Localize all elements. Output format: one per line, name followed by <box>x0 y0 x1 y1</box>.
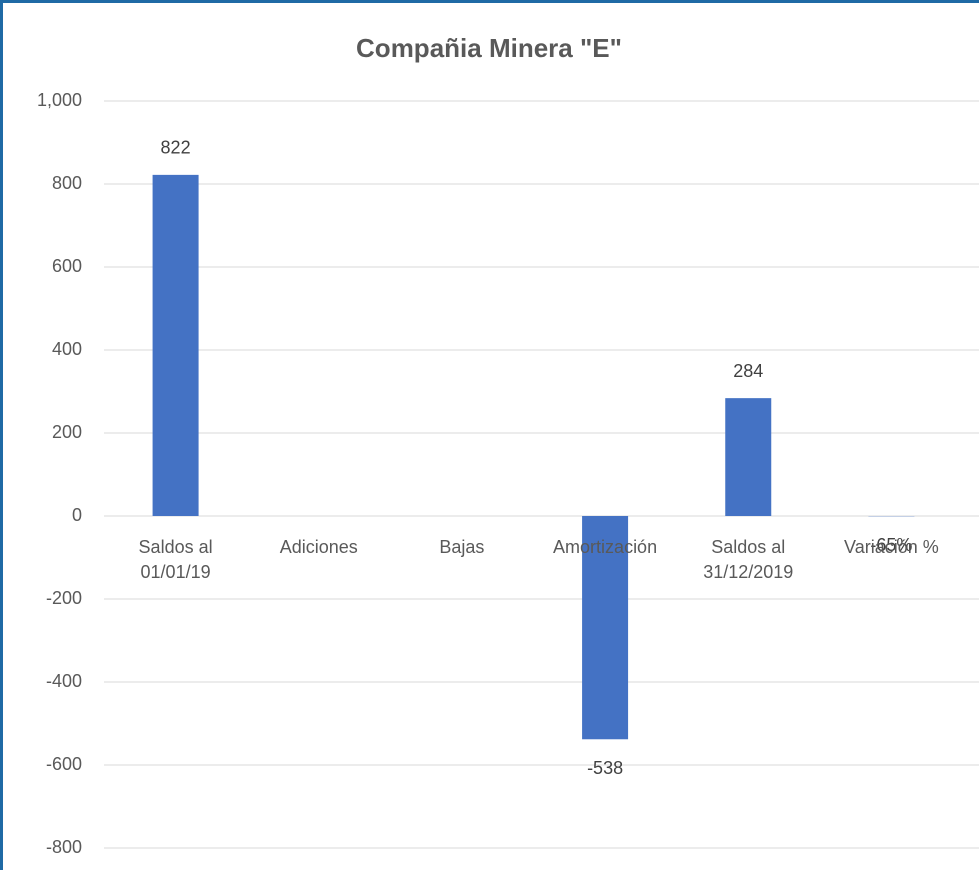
y-tick-label: -600 <box>46 754 82 774</box>
bar <box>152 174 199 516</box>
y-tick-label: -200 <box>46 588 82 608</box>
x-tick-label: Adiciones <box>279 537 358 557</box>
y-tick-label: -400 <box>46 671 82 691</box>
y-tick-label: 0 <box>72 505 82 525</box>
bar <box>582 516 629 740</box>
y-tick-label: 400 <box>52 339 82 359</box>
x-tick-label: Bajas <box>439 537 485 557</box>
chart-title: Compañia Minera "E" <box>356 33 622 63</box>
data-label: 822 <box>161 138 191 158</box>
x-tick-label: Saldos al 01/01/19 <box>138 537 213 582</box>
data-label: -65% <box>870 535 912 555</box>
bar <box>725 398 772 516</box>
data-label: -538 <box>587 758 623 778</box>
y-tick-label: 600 <box>52 256 82 276</box>
y-tick-label: 1,000 <box>37 90 82 110</box>
y-tick-label: 200 <box>52 422 82 442</box>
x-tick-label: Amortización <box>553 537 658 557</box>
x-tick-label: Variación % <box>844 537 939 557</box>
x-tick-label: Saldos al 31/12/2019 <box>703 537 794 582</box>
y-tick-label: 800 <box>52 173 82 193</box>
data-label: 284 <box>733 361 763 381</box>
y-tick-label: -800 <box>46 837 82 857</box>
chart: Compañia Minera "E" -800 -600 -400 -200 0 200… <box>37 33 979 857</box>
